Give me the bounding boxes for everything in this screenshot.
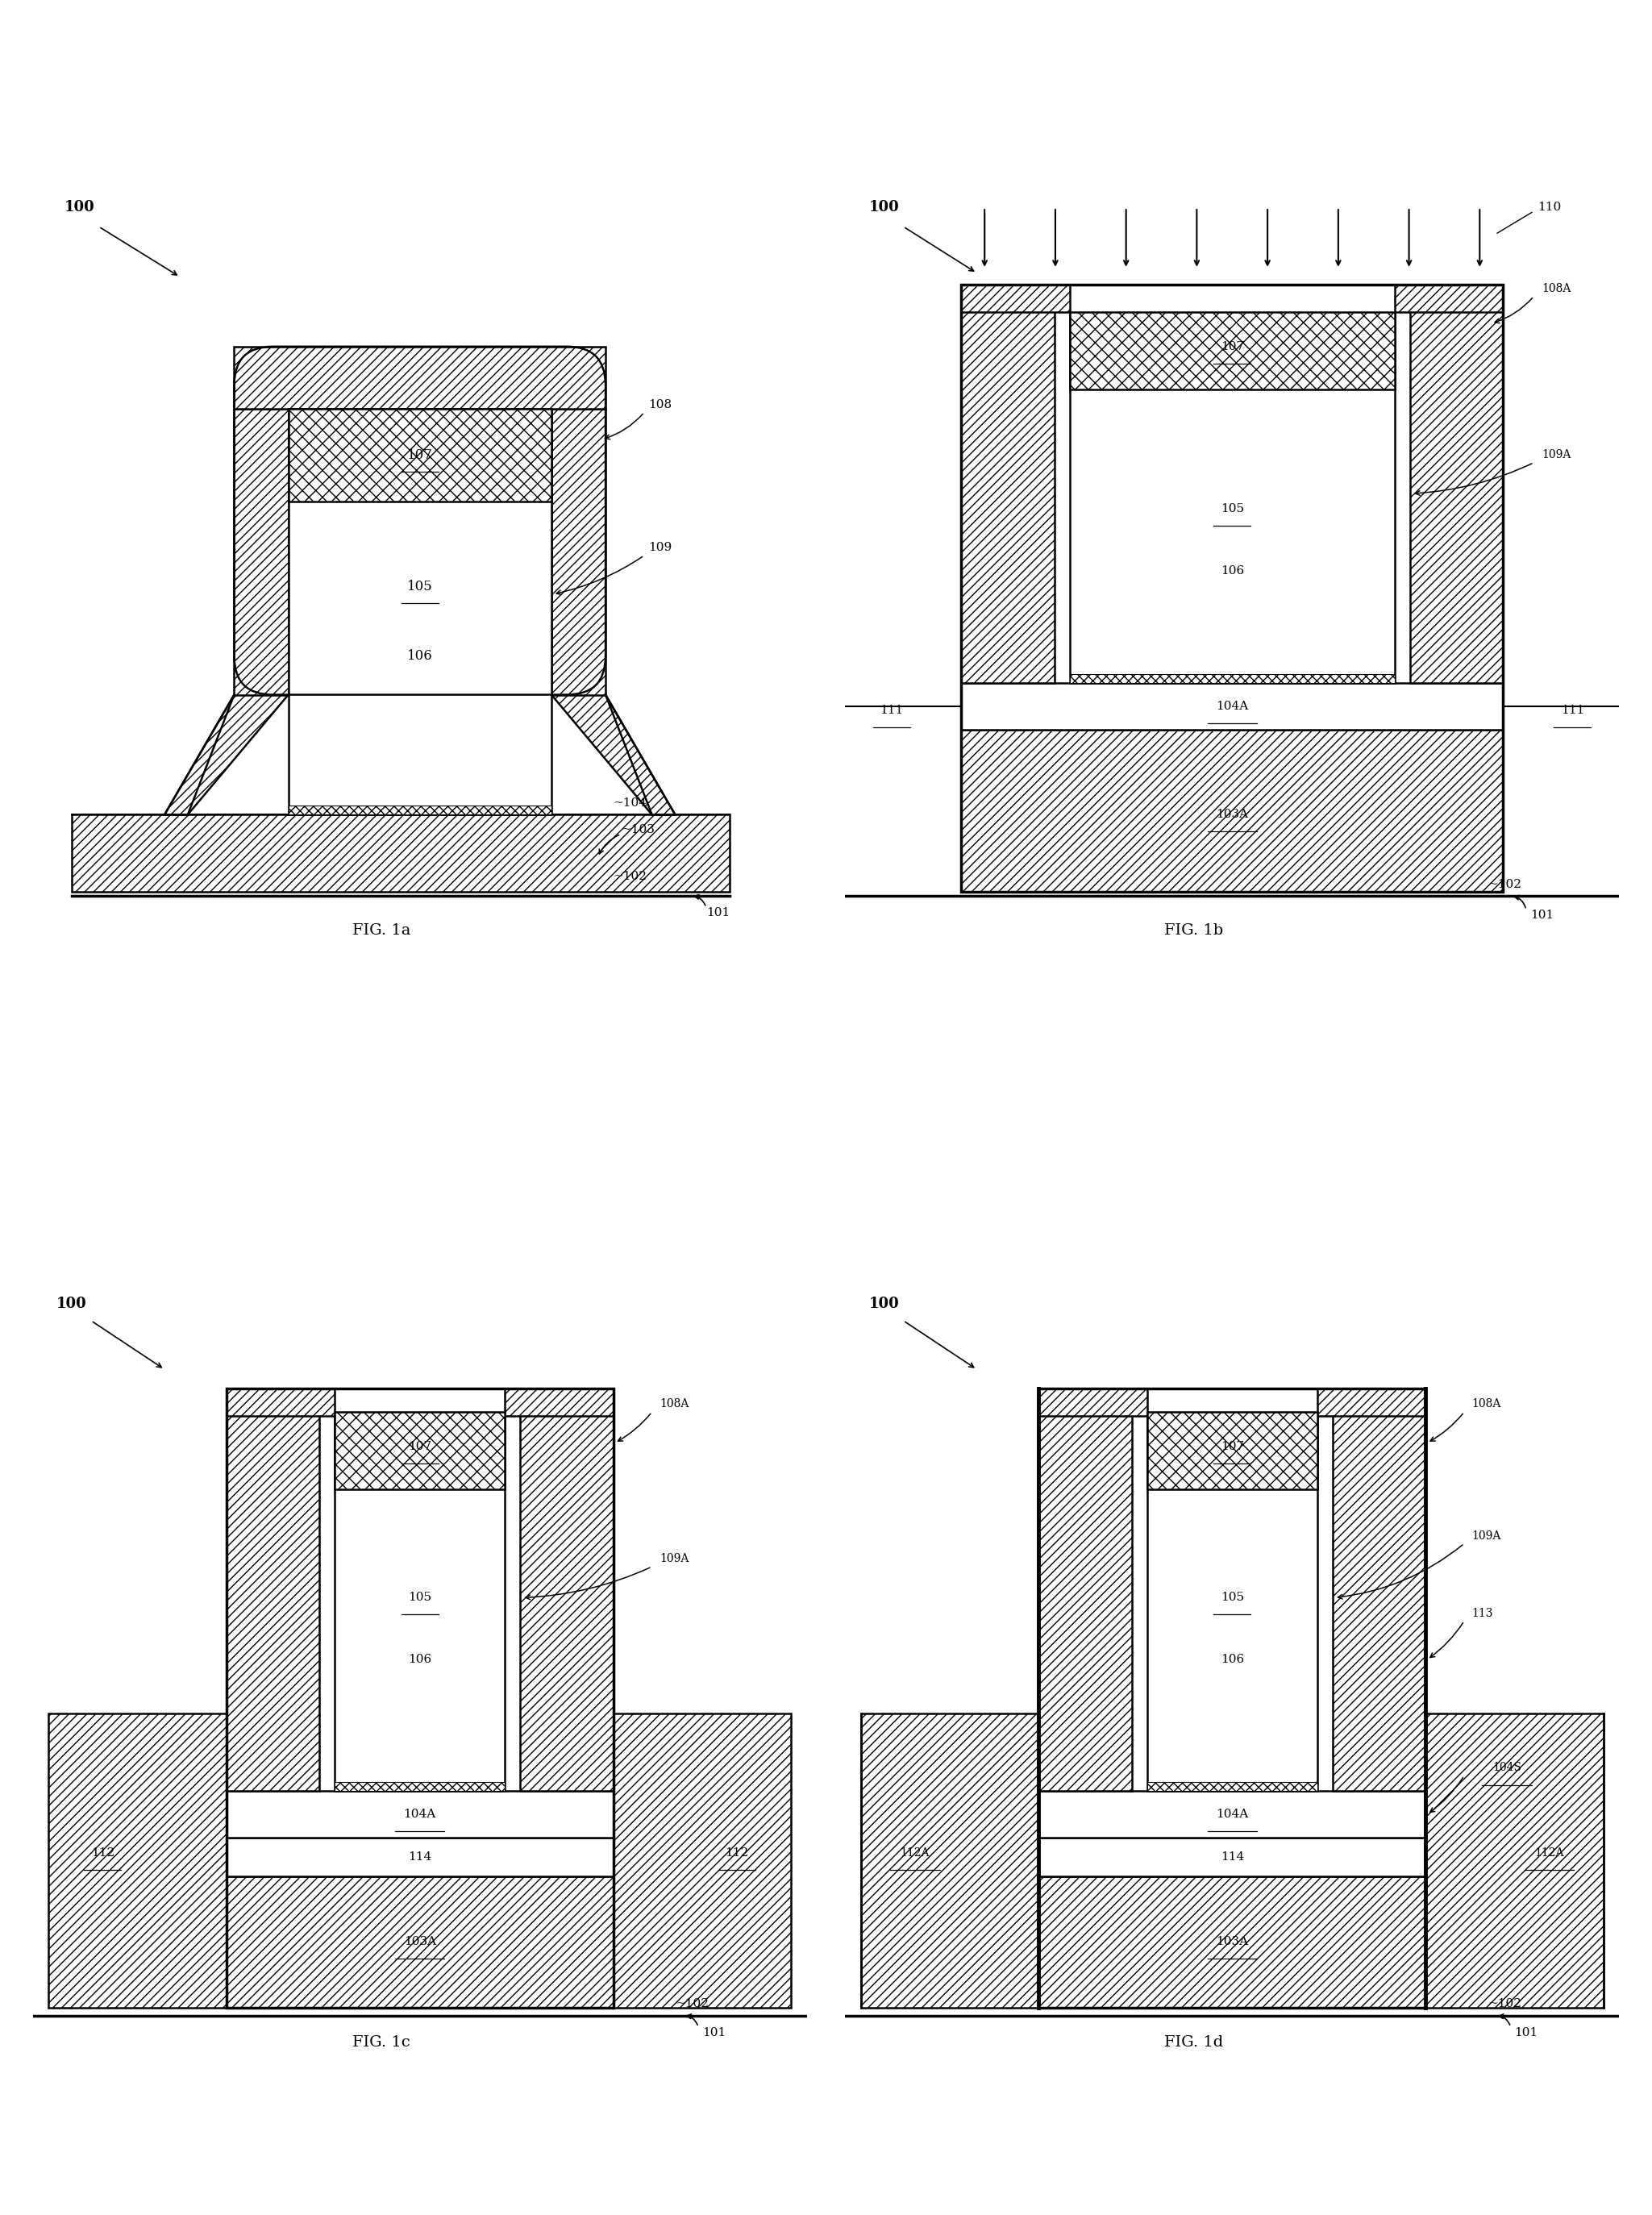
- Text: 101: 101: [1530, 910, 1553, 921]
- Bar: [289, 806, 552, 815]
- Text: 107: 107: [1221, 1442, 1244, 1453]
- Bar: [1146, 1781, 1317, 1792]
- Text: 109A: 109A: [659, 1553, 689, 1564]
- Text: 101: 101: [1515, 2027, 1538, 2038]
- Bar: [226, 1389, 613, 1415]
- Bar: [1426, 1714, 1604, 2007]
- Text: 109A: 109A: [1541, 450, 1571, 461]
- Bar: [289, 408, 552, 501]
- Text: ~102: ~102: [613, 870, 648, 882]
- Bar: [961, 286, 1054, 682]
- Text: 108A: 108A: [1472, 1398, 1502, 1411]
- Text: 109: 109: [648, 543, 672, 554]
- Bar: [226, 1792, 613, 1838]
- Text: 105: 105: [1221, 1593, 1244, 1604]
- Text: ~102: ~102: [676, 1998, 709, 2009]
- Bar: [226, 1838, 613, 1876]
- Bar: [1146, 1389, 1317, 1792]
- Bar: [226, 1389, 613, 2007]
- Bar: [961, 286, 1503, 312]
- Text: 112A: 112A: [1535, 1847, 1564, 1858]
- Text: 111: 111: [881, 704, 904, 715]
- Text: FIG. 1b: FIG. 1b: [1165, 924, 1222, 937]
- Bar: [48, 1714, 226, 2007]
- Text: 111: 111: [1561, 704, 1584, 715]
- Polygon shape: [165, 696, 289, 815]
- Text: FIG. 1c: FIG. 1c: [352, 2036, 410, 2049]
- Bar: [552, 408, 606, 696]
- Text: ~102: ~102: [1487, 1998, 1521, 2009]
- Text: 104S: 104S: [1492, 1763, 1521, 1774]
- Text: 104A: 104A: [1216, 1810, 1249, 1821]
- Text: 106: 106: [1221, 1655, 1244, 1666]
- Bar: [235, 346, 606, 408]
- Bar: [1039, 1389, 1426, 2007]
- Text: 108A: 108A: [659, 1398, 689, 1411]
- Text: 112: 112: [91, 1847, 114, 1858]
- Text: 110: 110: [1538, 202, 1561, 213]
- Text: 104A: 104A: [1216, 700, 1249, 711]
- Bar: [335, 1781, 506, 1792]
- Text: 100: 100: [64, 199, 94, 215]
- Bar: [961, 729, 1503, 893]
- Text: 105: 105: [406, 580, 433, 594]
- Bar: [1070, 673, 1394, 682]
- Text: 109A: 109A: [1472, 1531, 1502, 1542]
- Text: ~104: ~104: [613, 797, 648, 808]
- Bar: [1333, 1389, 1426, 1792]
- Text: 112A: 112A: [900, 1847, 930, 1858]
- Text: 107: 107: [406, 447, 433, 461]
- Bar: [1039, 1876, 1426, 2007]
- Bar: [613, 1714, 791, 2007]
- Bar: [235, 408, 289, 696]
- Bar: [1411, 286, 1503, 682]
- Text: 106: 106: [1221, 565, 1244, 576]
- Text: ~103: ~103: [621, 824, 654, 835]
- Bar: [335, 1411, 506, 1488]
- Bar: [1039, 1389, 1426, 1415]
- Bar: [71, 815, 729, 893]
- Text: 107: 107: [1221, 341, 1244, 352]
- Text: 113: 113: [1472, 1608, 1493, 1619]
- Bar: [335, 1389, 506, 1792]
- Text: 101: 101: [702, 2027, 725, 2038]
- Text: 103A: 103A: [403, 1936, 436, 1947]
- Text: 101: 101: [705, 908, 730, 919]
- Text: 108A: 108A: [1541, 284, 1571, 295]
- Bar: [1039, 1792, 1426, 1838]
- Text: ~102: ~102: [1487, 879, 1521, 890]
- Text: 103A: 103A: [1216, 808, 1249, 820]
- Bar: [1146, 1411, 1317, 1488]
- Text: 103A: 103A: [1216, 1936, 1249, 1947]
- Bar: [289, 408, 552, 815]
- Text: 104A: 104A: [403, 1810, 436, 1821]
- Bar: [961, 286, 1503, 893]
- Bar: [1070, 286, 1394, 682]
- Text: 112: 112: [725, 1847, 748, 1858]
- Text: 100: 100: [869, 199, 899, 215]
- Bar: [520, 1389, 613, 1792]
- Text: 108: 108: [648, 399, 672, 410]
- Text: 105: 105: [408, 1593, 431, 1604]
- Text: FIG. 1d: FIG. 1d: [1165, 2036, 1222, 2049]
- Bar: [861, 1714, 1039, 2007]
- Bar: [1039, 1838, 1426, 1876]
- Text: 105: 105: [1221, 503, 1244, 514]
- Bar: [1070, 312, 1394, 390]
- Text: 100: 100: [869, 1296, 899, 1311]
- Text: 114: 114: [1221, 1852, 1244, 1863]
- Bar: [226, 1876, 613, 2007]
- Text: 114: 114: [408, 1852, 431, 1863]
- Polygon shape: [552, 696, 676, 815]
- Text: 106: 106: [406, 649, 433, 662]
- Text: FIG. 1a: FIG. 1a: [352, 924, 410, 937]
- Bar: [961, 682, 1503, 729]
- Bar: [226, 1389, 319, 1792]
- Text: 100: 100: [56, 1296, 86, 1311]
- Bar: [1039, 1389, 1132, 1792]
- Text: 107: 107: [408, 1442, 431, 1453]
- Text: 106: 106: [408, 1655, 431, 1666]
